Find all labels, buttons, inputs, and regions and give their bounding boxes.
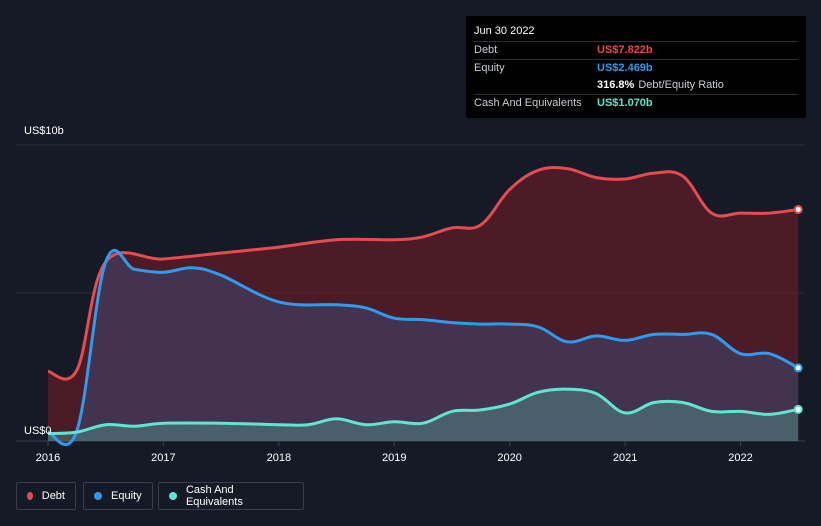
tooltip-debt-value: US$7.822b	[597, 44, 653, 56]
x-tick-label-2017: 2017	[151, 452, 175, 464]
cash-endpoint-marker	[793, 404, 803, 414]
y-axis-top-label: US$10b	[24, 125, 64, 137]
tooltip-cash-label: Cash And Equivalents	[474, 97, 582, 109]
debt-endpoint-marker	[793, 204, 803, 214]
legend-debt[interactable]: Debt	[16, 482, 76, 510]
debt-legend-dot-icon	[27, 492, 33, 500]
tooltip-ratio-spacer	[474, 77, 597, 94]
legend-equity[interactable]: Equity	[83, 482, 153, 510]
chart-areas	[48, 167, 799, 445]
equity-line	[47, 249, 799, 447]
tooltip-row-equity: Equity US$2.469b	[474, 59, 798, 77]
tooltip-row-ratio: 316.8% Debt/Equity Ratio	[474, 77, 798, 94]
y-axis-bottom-label: US$0	[24, 425, 52, 437]
debt-line	[47, 166, 799, 381]
chart-lines	[47, 166, 799, 447]
cash-legend-dot-icon	[169, 492, 177, 500]
tooltip-row-cash: Cash And Equivalents US$1.070b	[474, 94, 798, 112]
tooltip-ratio-label: Debt/Equity Ratio	[638, 79, 724, 91]
tooltip-cash-value: US$1.070b	[597, 97, 653, 109]
x-tick-label-2020: 2020	[497, 452, 521, 464]
x-tick-label-2016: 2016	[36, 452, 60, 464]
equity-area	[48, 250, 799, 445]
x-tick-label-2022: 2022	[728, 452, 752, 464]
legend-equity-label: Equity	[111, 490, 142, 502]
equity-legend-dot-icon	[94, 492, 102, 500]
chart-endpoints	[793, 204, 803, 414]
legend-cash-label: Cash And Equivalents	[185, 484, 243, 508]
tooltip-date: Jun 30 2022	[474, 25, 535, 37]
x-tick-label-2018: 2018	[267, 452, 291, 464]
legend-debt-label: Debt	[41, 490, 65, 502]
tooltip-equity-value: US$2.469b	[597, 62, 653, 74]
tooltip-equity-label: Equity	[474, 62, 505, 74]
cash-area	[48, 389, 799, 441]
x-tick-label-2019: 2019	[382, 452, 406, 464]
debt-area	[48, 167, 799, 441]
data-tooltip: Jun 30 2022 Debt US$7.822b Equity US$2.4…	[466, 16, 806, 118]
tooltip-debt-label: Debt	[474, 44, 498, 56]
cash-line	[47, 387, 799, 436]
tooltip-row-debt: Debt US$7.822b	[474, 41, 798, 59]
legend-cash[interactable]: Cash And Equivalents	[158, 482, 304, 510]
x-tick-label-2021: 2021	[613, 452, 637, 464]
tooltip-ratio-value: 316.8%	[597, 79, 635, 91]
x-axis-ticks: 2016 2017 2018 2019 2020 2021 2022	[36, 441, 753, 464]
equity-endpoint-marker	[793, 363, 803, 373]
